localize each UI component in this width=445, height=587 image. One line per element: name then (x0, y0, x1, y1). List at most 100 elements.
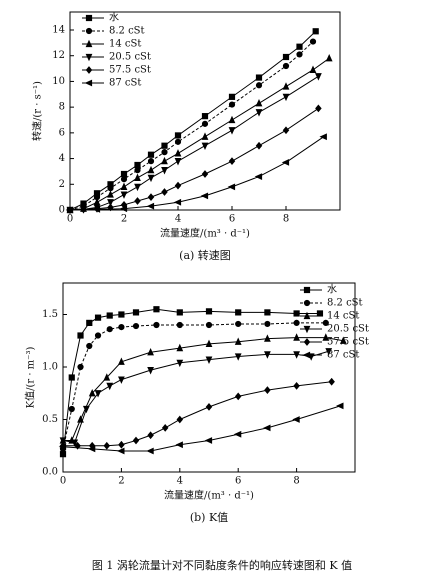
marker (176, 321, 183, 329)
y-tick-label: 0.5 (42, 414, 58, 425)
marker (87, 445, 96, 453)
marker (322, 319, 329, 326)
x-tick-label: 8 (283, 214, 289, 225)
marker (146, 202, 155, 210)
marker (86, 319, 93, 326)
marker (174, 149, 182, 157)
marker (255, 98, 263, 107)
y-tick-label: 0.0 (42, 467, 58, 478)
y-tick-label: 1.0 (42, 362, 58, 373)
y-axis-label: 转速/(r · s⁻¹) (31, 81, 44, 141)
x-axis-label: 流量速度/(m³ · d⁻¹) (164, 489, 254, 502)
y-tick-label: 10 (52, 76, 65, 87)
marker (264, 309, 271, 316)
marker (93, 197, 101, 206)
x-tick-label: 8 (293, 476, 299, 487)
series-line (62, 308, 320, 455)
marker (264, 334, 271, 342)
marker (161, 167, 168, 175)
x-tick-label: 2 (118, 476, 124, 487)
marker (175, 441, 183, 449)
marker (254, 173, 263, 180)
marker (117, 447, 125, 455)
marker (118, 376, 125, 384)
chart-caption: (a) 转速图 (179, 248, 231, 262)
marker (315, 104, 322, 113)
legend-marker (303, 286, 311, 294)
marker (146, 447, 154, 455)
marker (282, 93, 290, 102)
marker (94, 390, 102, 398)
marker (176, 415, 184, 424)
x-axis-label: 流量速度/(m³ · d⁻¹) (160, 227, 250, 240)
marker (336, 402, 344, 410)
legend-label: 水 (109, 12, 119, 24)
series-line (62, 350, 329, 444)
figure-caption: 图 1 涡轮流量计对不同黏度条件的响应转速图和 K 值 (92, 558, 352, 572)
marker (322, 333, 330, 341)
marker (88, 388, 96, 397)
marker (296, 43, 303, 50)
legend-marker (85, 39, 93, 48)
legend-label: 87 cSt (327, 350, 359, 361)
marker (68, 405, 75, 413)
marker (153, 321, 160, 329)
marker (255, 74, 263, 81)
marker (264, 351, 271, 359)
marker (106, 326, 113, 333)
series-line (62, 405, 341, 452)
legend-marker (85, 14, 93, 22)
marker (103, 441, 111, 450)
marker (255, 82, 263, 89)
marker (205, 403, 213, 411)
marker (227, 183, 236, 191)
marker (319, 133, 327, 141)
marker (309, 38, 317, 45)
marker (77, 332, 84, 339)
marker (173, 198, 182, 206)
marker (255, 141, 263, 150)
marker (228, 93, 236, 100)
y-tick-label: 4 (59, 153, 65, 164)
marker (201, 113, 209, 120)
marker (282, 82, 290, 90)
marker (77, 363, 84, 371)
marker (107, 199, 114, 207)
legend-marker (302, 351, 311, 359)
legend-marker (84, 79, 93, 87)
marker (118, 324, 125, 331)
marker (255, 109, 263, 117)
marker (228, 127, 236, 135)
chart-caption: (b) K值 (190, 511, 228, 524)
marker (235, 320, 242, 328)
series-line (69, 136, 325, 211)
legend-label: 57.5 cSt (109, 65, 151, 76)
marker (235, 309, 242, 316)
marker (94, 314, 102, 321)
marker (134, 183, 141, 192)
legend-label: 57.5 cSt (327, 337, 369, 348)
marker (205, 339, 213, 347)
marker (205, 308, 213, 315)
marker (147, 165, 155, 174)
legend-marker (303, 311, 311, 320)
marker (293, 351, 300, 359)
x-tick-label: 4 (175, 214, 181, 225)
marker (281, 159, 290, 166)
marker (176, 359, 184, 368)
marker (65, 206, 74, 214)
legend-marker (303, 325, 311, 334)
x-tick-label: 2 (121, 214, 127, 225)
marker (147, 151, 155, 158)
marker (120, 176, 128, 183)
marker (328, 377, 335, 386)
marker (106, 312, 113, 319)
marker (71, 439, 79, 447)
plot-frame (69, 11, 341, 211)
y-tick-label: 12 (52, 50, 65, 61)
marker (293, 333, 300, 341)
y-tick-label: 1.5 (42, 309, 58, 320)
marker (293, 382, 300, 390)
marker (205, 321, 213, 329)
